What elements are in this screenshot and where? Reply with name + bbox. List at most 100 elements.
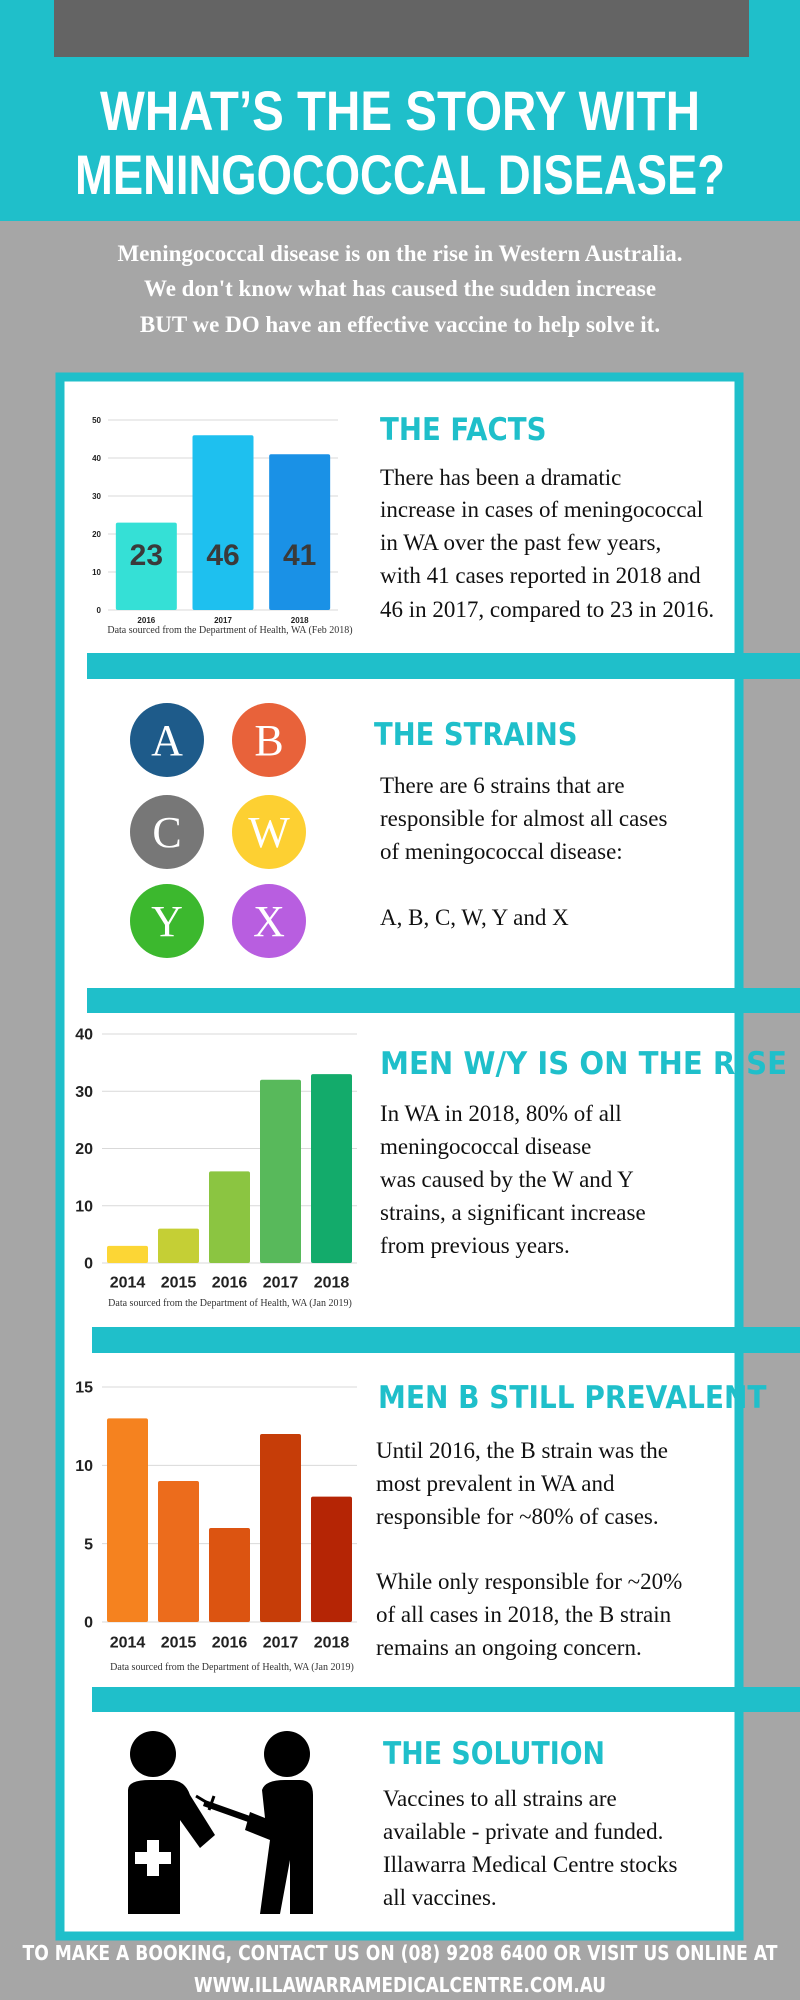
x-tick-label: 2017 — [263, 1635, 299, 1652]
section-text: increase in cases of meningococcal — [380, 497, 703, 522]
separator — [92, 1327, 800, 1353]
x-tick-label: 2015 — [161, 1275, 197, 1292]
y-tick-label: 0 — [97, 606, 102, 615]
strain-circle — [232, 795, 306, 869]
value-label: 46 — [206, 539, 239, 572]
section-text: 46 in 2017, compared to 23 in 2016. — [380, 597, 714, 622]
strain-circle — [232, 703, 306, 777]
x-tick-label: 2017 — [214, 616, 232, 625]
x-tick-label: 2016 — [137, 616, 155, 625]
y-tick-label: 30 — [75, 1084, 93, 1101]
section-text: of meningococcal disease: — [380, 839, 623, 864]
y-tick-label: 50 — [92, 416, 101, 425]
title-line: MENINGOCOCCAL DISEASE? — [75, 143, 725, 206]
y-tick-label: 0 — [84, 1256, 93, 1273]
vaccine-icon — [128, 1731, 313, 1914]
footer-line: TO MAKE A BOOKING, CONTACT US ON (08) 92… — [23, 1941, 778, 1965]
section-heading: MEN W/Y IS ON THE RISE — [380, 1046, 787, 1082]
strain-letter: B — [254, 716, 283, 765]
section-text: strains, a significant increase — [380, 1200, 646, 1225]
strain-circle — [130, 795, 204, 869]
section-text: from previous years. — [380, 1233, 570, 1258]
section-heading: THE STRAINS — [374, 717, 578, 753]
x-tick-label: 2018 — [314, 1275, 350, 1292]
strain-circle — [232, 884, 306, 958]
section-text: There has been a dramatic — [380, 465, 621, 490]
section-text: Illawarra Medical Centre stocks — [383, 1852, 677, 1877]
section-text: with 41 cases reported in 2018 and — [380, 563, 701, 588]
section-text: all vaccines. — [383, 1885, 497, 1910]
bar — [311, 1496, 352, 1622]
x-tick-label: 2016 — [212, 1275, 248, 1292]
strain-letter: Y — [151, 897, 183, 946]
intro-line: Meningococcal disease is on the rise in … — [118, 241, 683, 266]
section-text: was caused by the W and Y — [380, 1167, 634, 1192]
bar — [192, 435, 254, 610]
section-text: remains an ongoing concern. — [376, 1635, 642, 1660]
strain-circle — [130, 703, 204, 777]
x-tick-label: 2018 — [314, 1635, 350, 1652]
y-tick-label: 15 — [75, 1380, 93, 1397]
x-tick-label: 2014 — [110, 1635, 146, 1652]
strain-circle — [130, 884, 204, 958]
bar — [158, 1481, 199, 1622]
separator — [92, 1687, 800, 1712]
x-tick-label: 2016 — [212, 1635, 248, 1652]
section-text: in WA over the past few years, — [380, 530, 661, 555]
section-heading: THE FACTS — [380, 412, 547, 448]
section-heading: MEN B STILL PREVALENT — [378, 1380, 767, 1416]
bar — [107, 1418, 148, 1622]
section-text: While only responsible for ~20% — [376, 1569, 682, 1594]
bar — [107, 1245, 148, 1263]
y-tick-label: 0 — [84, 1615, 93, 1632]
strain-letter: W — [248, 808, 290, 857]
section-text: A, B, C, W, Y and X — [380, 905, 569, 930]
chart-source: Data sourced from the Department of Heal… — [107, 625, 352, 636]
section-text: of all cases in 2018, the B strain — [376, 1602, 672, 1627]
value-label: 23 — [130, 539, 163, 572]
footer-line: WWW.ILLAWARRAMEDICALCENTRE.COM.AU — [194, 1973, 606, 1997]
section-text: Vaccines to all strains are — [383, 1786, 617, 1811]
y-tick-label: 20 — [92, 530, 101, 539]
section-heading: THE SOLUTION — [383, 1736, 605, 1772]
y-tick-label: 10 — [75, 1458, 93, 1475]
bar — [115, 522, 177, 610]
value-label: 41 — [283, 539, 316, 572]
section-text: In WA in 2018, 80% of all — [380, 1101, 622, 1126]
section-text: responsible for ~80% of cases. — [376, 1504, 659, 1529]
bar — [209, 1528, 250, 1622]
x-tick-label: 2018 — [291, 616, 309, 625]
section-text: There are 6 strains that are — [380, 773, 625, 798]
section-text: available - private and funded. — [383, 1819, 663, 1844]
y-tick-label: 40 — [92, 454, 101, 463]
x-tick-label: 2015 — [161, 1635, 197, 1652]
bar — [311, 1074, 352, 1263]
bar — [269, 454, 331, 610]
y-tick-label: 5 — [84, 1536, 93, 1553]
strain-letter: C — [152, 808, 181, 857]
header-strip — [54, 0, 749, 57]
strain-letter: A — [151, 716, 183, 765]
y-tick-label: 20 — [75, 1141, 93, 1158]
section-text: most prevalent in WA and — [376, 1471, 615, 1496]
y-tick-label: 40 — [75, 1027, 93, 1044]
content-panel — [55, 372, 744, 1941]
separator — [87, 653, 800, 679]
y-tick-label: 10 — [92, 568, 101, 577]
title-line: WHAT’S THE STORY WITH — [100, 79, 700, 142]
section-text: responsible for almost all cases — [380, 806, 667, 831]
chart-source: Data sourced from the Department of Heal… — [110, 1662, 354, 1673]
chart-source: Data sourced from the Department of Heal… — [108, 1298, 352, 1309]
bar — [209, 1171, 250, 1263]
strain-letter: X — [253, 897, 285, 946]
intro-line: We don't know what has caused the sudden… — [144, 276, 656, 301]
x-tick-label: 2017 — [263, 1275, 299, 1292]
y-tick-label: 30 — [92, 492, 101, 501]
y-tick-label: 10 — [75, 1198, 93, 1215]
separator — [87, 988, 800, 1013]
intro-line: BUT we DO have an effective vaccine to h… — [140, 312, 660, 337]
section-text: meningococcal disease — [380, 1134, 591, 1159]
x-tick-label: 2014 — [110, 1275, 146, 1292]
